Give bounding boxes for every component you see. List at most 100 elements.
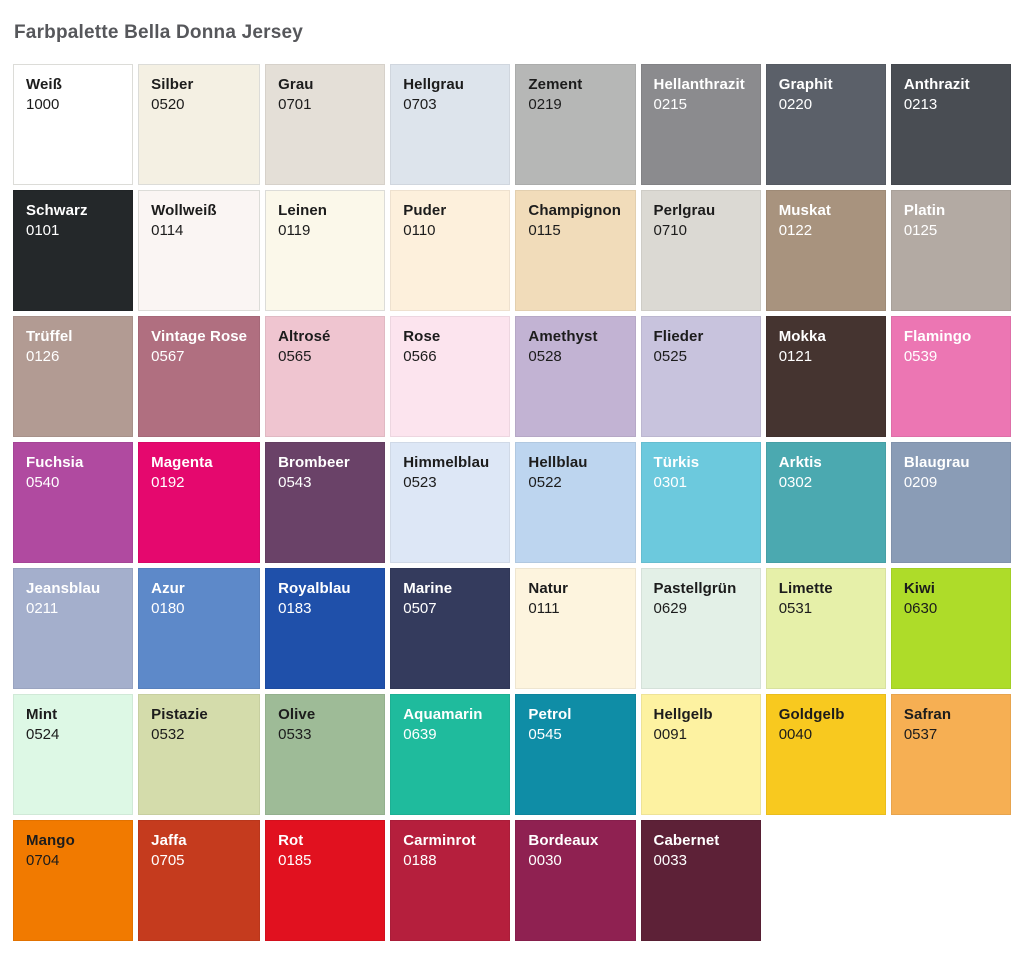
color-swatch: Hellblau 0522 bbox=[515, 442, 636, 563]
color-swatch: Türkis 0301 bbox=[640, 442, 761, 563]
swatch-code: 0629 bbox=[653, 600, 687, 617]
swatch-name: Türkis bbox=[653, 454, 700, 471]
swatch-code: 0525 bbox=[653, 348, 687, 365]
swatch-name: Weiß bbox=[26, 76, 62, 93]
swatch-name: Hellgrau bbox=[403, 76, 465, 93]
swatch-code: 0185 bbox=[278, 852, 312, 869]
page-title: Farbpalette Bella Donna Jersey bbox=[14, 22, 303, 43]
swatch-code: 0532 bbox=[151, 726, 185, 743]
swatch-code: 0110 bbox=[403, 222, 436, 239]
swatch-code: 0192 bbox=[151, 474, 185, 491]
swatch-name: Zement bbox=[528, 76, 583, 93]
color-swatch: Perlgrau 0710 bbox=[640, 190, 761, 311]
swatch-name: Jeansblau bbox=[26, 580, 101, 597]
color-swatch: Hellgrau 0703 bbox=[390, 64, 511, 185]
swatch-name: Rose bbox=[403, 328, 441, 345]
color-palette-grid: Weiß 1000 Silber 0520 Grau 0701 Hellgrau… bbox=[13, 64, 1011, 941]
swatch-code: 0030 bbox=[528, 852, 562, 869]
swatch-name: Carminrot bbox=[403, 832, 476, 849]
swatch-name: Vintage Rose bbox=[151, 328, 248, 345]
swatch-code: 0533 bbox=[278, 726, 312, 743]
color-swatch: Hellgelb 0091 bbox=[640, 694, 761, 815]
swatch-name: Petrol bbox=[528, 706, 572, 723]
color-swatch: Jaffa 0705 bbox=[138, 820, 261, 941]
swatch-code: 0040 bbox=[778, 726, 813, 743]
color-swatch: Magenta 0192 bbox=[138, 442, 261, 563]
swatch-code: 0122 bbox=[778, 222, 813, 239]
swatch-name: Platin bbox=[903, 202, 946, 219]
swatch-code: 0301 bbox=[653, 474, 687, 491]
color-swatch: Wollweiß 0114 bbox=[138, 190, 261, 311]
swatch-name: Mango bbox=[26, 832, 75, 849]
color-swatch: Platin 0125 bbox=[890, 190, 1011, 311]
color-swatch: Himmelblau 0523 bbox=[390, 442, 511, 563]
swatch-code: 0219 bbox=[528, 96, 562, 113]
swatch-code: 0213 bbox=[903, 96, 938, 113]
color-swatch: Pistazie 0532 bbox=[138, 694, 261, 815]
swatch-code: 0119 bbox=[278, 222, 311, 239]
swatch-name: Silber bbox=[151, 76, 194, 93]
color-swatch: Leinen 0119 bbox=[265, 190, 386, 311]
swatch-code: 0639 bbox=[403, 726, 437, 743]
swatch-name: Royalblau bbox=[278, 580, 351, 597]
color-swatch: Muskat 0122 bbox=[765, 190, 886, 311]
swatch-name: Muskat bbox=[778, 202, 831, 219]
color-swatch: Champignon 0115 bbox=[515, 190, 636, 311]
swatch-code: 0537 bbox=[903, 726, 938, 743]
swatch-name: Rot bbox=[278, 832, 304, 849]
swatch-name: Kiwi bbox=[903, 580, 936, 597]
swatch-code: 0220 bbox=[778, 96, 813, 113]
color-swatch: Goldgelb 0040 bbox=[765, 694, 886, 815]
swatch-name: Trüffel bbox=[26, 328, 73, 345]
swatch-code: 0215 bbox=[653, 96, 687, 113]
swatch-name: Blaugrau bbox=[903, 454, 970, 471]
swatch-name: Hellblau bbox=[528, 454, 588, 471]
color-swatch: Vintage Rose 0567 bbox=[138, 316, 261, 437]
swatch-name: Goldgelb bbox=[778, 706, 845, 723]
color-swatch: Kiwi 0630 bbox=[890, 568, 1011, 689]
color-swatch: Royalblau 0183 bbox=[265, 568, 386, 689]
color-swatch: Grau 0701 bbox=[265, 64, 386, 185]
swatch-code: 0507 bbox=[403, 600, 437, 617]
swatch-name: Jaffa bbox=[151, 832, 187, 849]
swatch-code: 0101 bbox=[26, 222, 60, 239]
swatch-code: 0114 bbox=[151, 222, 184, 239]
swatch-name: Hellanthrazit bbox=[653, 76, 745, 93]
swatch-name: Bordeaux bbox=[528, 832, 599, 849]
color-swatch: Rot 0185 bbox=[265, 820, 386, 941]
swatch-code: 0540 bbox=[26, 474, 60, 491]
color-swatch: Zement 0219 bbox=[515, 64, 636, 185]
swatch-code: 0183 bbox=[278, 600, 312, 617]
color-swatch: Schwarz 0101 bbox=[13, 190, 134, 311]
swatch-name: Puder bbox=[403, 202, 447, 219]
swatch-code: 0531 bbox=[778, 600, 813, 617]
swatch-code: 0125 bbox=[903, 222, 938, 239]
swatch-name: Arktis bbox=[778, 454, 822, 471]
swatch-code: 0180 bbox=[151, 600, 185, 617]
swatch-name: Himmelblau bbox=[403, 454, 490, 471]
swatch-name: Grau bbox=[278, 76, 314, 93]
color-swatch: Marine 0507 bbox=[390, 568, 511, 689]
swatch-code: 0211 bbox=[26, 600, 59, 617]
color-swatch: Petrol 0545 bbox=[515, 694, 636, 815]
color-swatch: Cabernet 0033 bbox=[640, 820, 761, 941]
swatch-code: 0567 bbox=[151, 348, 185, 365]
color-swatch: Bordeaux 0030 bbox=[515, 820, 636, 941]
swatch-name: Mokka bbox=[778, 328, 826, 345]
color-swatch: Rose 0566 bbox=[390, 316, 511, 437]
swatch-name: Graphit bbox=[778, 76, 833, 93]
swatch-code: 0705 bbox=[151, 852, 185, 869]
swatch-code: 0630 bbox=[903, 600, 938, 617]
swatch-name: Mint bbox=[26, 706, 58, 723]
color-swatch: Fuchsia 0540 bbox=[13, 442, 134, 563]
swatch-name: Anthrazit bbox=[903, 76, 970, 93]
swatch-code: 0188 bbox=[403, 852, 437, 869]
swatch-name: Amethyst bbox=[528, 328, 598, 345]
color-swatch: Blaugrau 0209 bbox=[890, 442, 1011, 563]
swatch-name: Leinen bbox=[278, 202, 328, 219]
swatch-code: 0033 bbox=[653, 852, 687, 869]
swatch-code: 0520 bbox=[151, 96, 185, 113]
swatch-name: Altrosé bbox=[278, 328, 331, 345]
color-swatch: Carminrot 0188 bbox=[390, 820, 511, 941]
swatch-code: 0545 bbox=[528, 726, 562, 743]
